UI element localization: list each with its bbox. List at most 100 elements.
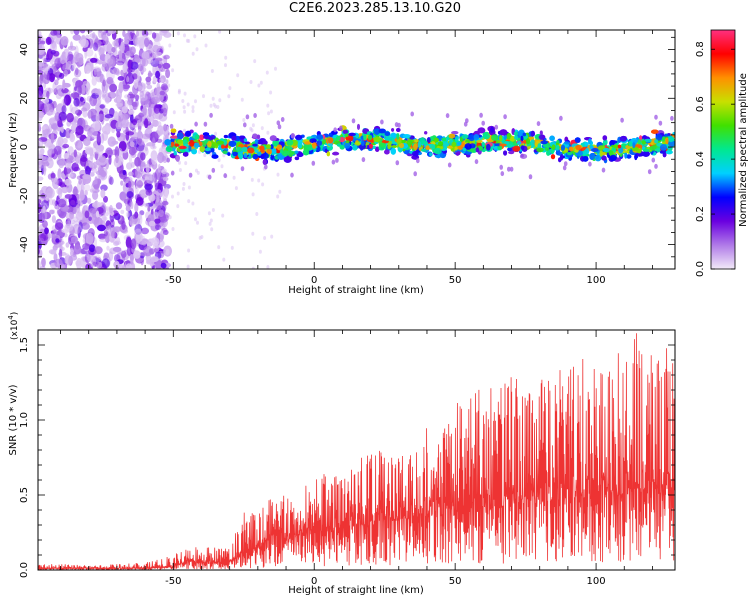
noise-blob xyxy=(111,46,116,53)
signal-blob xyxy=(490,126,494,133)
noise-blob xyxy=(82,102,91,112)
noise-blob xyxy=(94,176,98,187)
signal-blob xyxy=(247,147,255,154)
signal-blob xyxy=(417,141,422,148)
signal-blob xyxy=(378,128,386,134)
signal-blob xyxy=(672,132,675,136)
noise-blob xyxy=(57,136,64,147)
signal-blob xyxy=(499,164,504,170)
signal-blob xyxy=(599,150,604,157)
noise-blob xyxy=(160,262,167,269)
noise-blob xyxy=(104,114,114,119)
signal-blob xyxy=(654,163,658,169)
noise-blob xyxy=(70,251,74,256)
signal-blob xyxy=(339,125,343,131)
signal-blob xyxy=(199,141,203,146)
noise-blob xyxy=(120,132,126,138)
signal-blob xyxy=(351,118,356,124)
spectrogram-y-axis-label: Frequency (Hz) xyxy=(8,112,19,188)
noise-blob xyxy=(151,32,157,39)
noise-blob xyxy=(117,156,124,166)
noise-blob xyxy=(145,163,150,174)
noise-blob xyxy=(217,245,221,250)
noise-blob xyxy=(126,246,132,256)
signal-blob xyxy=(494,124,499,130)
signal-blob xyxy=(410,111,415,117)
noise-blob xyxy=(94,151,99,161)
noise-blob xyxy=(115,260,120,268)
noise-blob xyxy=(232,175,236,180)
noise-blob xyxy=(228,86,232,91)
signal-blob xyxy=(232,151,238,157)
signal-blob xyxy=(662,136,666,142)
colorbar: 0.0 0.2 0.4 0.6 0.8 Normalized spectral ampl… xyxy=(695,29,749,277)
noise-blob xyxy=(54,58,61,68)
noise-blob xyxy=(208,221,212,226)
signal-blob xyxy=(413,139,420,143)
signal-blob xyxy=(481,120,486,126)
x-tick-label: 100 xyxy=(587,576,606,587)
noise-blob xyxy=(112,226,122,233)
noise-blob xyxy=(163,123,168,132)
noise-blob xyxy=(109,83,117,93)
noise-blob xyxy=(80,84,86,95)
noise-blob xyxy=(207,211,211,216)
signal-blob xyxy=(257,139,263,145)
signal-blob xyxy=(509,166,514,172)
signal-blob xyxy=(388,137,395,142)
signal-blob xyxy=(477,127,486,134)
noise-blob xyxy=(135,143,145,152)
noise-blob xyxy=(85,84,90,96)
noise-blob xyxy=(101,81,105,93)
signal-blob xyxy=(211,167,216,173)
signal-blob xyxy=(420,148,427,152)
noise-blob xyxy=(138,240,147,245)
noise-blob xyxy=(127,98,132,107)
signal-blob xyxy=(240,166,245,172)
noise-blob xyxy=(153,104,161,114)
signal-blob xyxy=(345,140,350,144)
noise-blob xyxy=(210,227,214,232)
noise-blob xyxy=(211,96,215,101)
noise-blob xyxy=(95,144,105,152)
noise-blob xyxy=(240,97,244,102)
noise-blob xyxy=(183,33,186,38)
noise-blob xyxy=(45,187,55,199)
noise-blob xyxy=(60,126,64,133)
noise-blob xyxy=(263,236,267,240)
noise-blob xyxy=(269,109,273,114)
noise-blob xyxy=(261,182,265,187)
noise-blob xyxy=(222,257,226,262)
signal-blob xyxy=(564,141,570,145)
signal-blob xyxy=(544,147,550,151)
signal-blob xyxy=(202,143,207,147)
signal-blob xyxy=(164,139,172,146)
signal-blob xyxy=(632,142,636,149)
noise-blob xyxy=(81,222,90,230)
noise-blob xyxy=(101,63,108,72)
signal-blob xyxy=(642,148,650,152)
colorbar-tick-label: 0.0 xyxy=(695,261,706,277)
signal-blob xyxy=(406,140,413,146)
noise-blob xyxy=(178,160,181,165)
noise-blob xyxy=(75,204,81,214)
snr-scale-note: (x104) xyxy=(7,312,20,340)
noise-blob xyxy=(118,81,124,94)
noise-blob xyxy=(83,184,91,192)
noise-blob xyxy=(146,84,153,90)
noise-blob xyxy=(155,189,162,200)
noise-blob xyxy=(70,30,75,35)
noise-blob xyxy=(121,220,126,230)
noise-blob xyxy=(44,102,51,112)
signal-blob xyxy=(165,146,173,152)
noise-blob xyxy=(50,30,58,36)
noise-blob xyxy=(258,249,262,254)
noise-blob xyxy=(161,102,169,114)
signal-blob xyxy=(170,170,175,176)
noise-blob xyxy=(157,63,162,69)
signal-blob xyxy=(176,132,184,140)
noise-blob xyxy=(92,253,101,263)
noise-blob xyxy=(89,172,95,177)
noise-blob xyxy=(62,64,69,71)
noise-blob xyxy=(99,238,107,243)
